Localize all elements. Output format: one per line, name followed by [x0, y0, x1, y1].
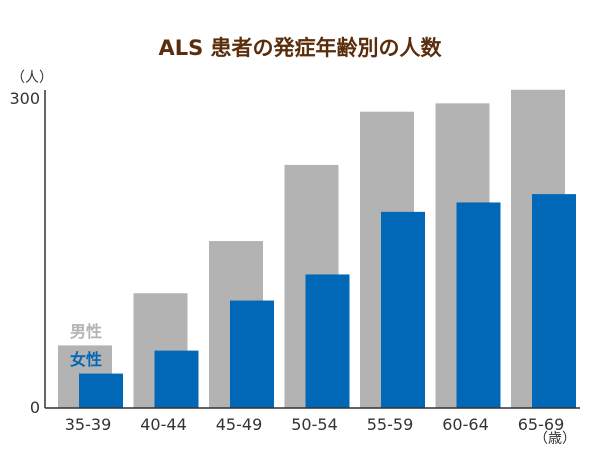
x-tick-label: 35-39: [65, 415, 112, 434]
legend-male: 男性: [70, 322, 102, 341]
bar-female-65-69: [532, 194, 576, 408]
x-axis-unit: （歳）: [534, 431, 576, 447]
x-tick-label: 50-54: [291, 415, 338, 434]
bar-female-45-49: [230, 300, 274, 408]
x-tick-label: 40-44: [140, 415, 187, 434]
bar-female-60-64: [456, 202, 501, 408]
legend-female: 女性: [70, 350, 102, 369]
chart-title: ALS 患者の発症年齢別の人数: [158, 36, 442, 60]
x-tick-label: 55-59: [367, 415, 414, 434]
bar-female-35-39: [79, 373, 123, 408]
x-tick-label: 65-69: [518, 415, 565, 434]
bar-female-40-44: [154, 350, 199, 408]
y-tick-max: 300: [9, 89, 40, 108]
x-tick-label: 60-64: [442, 415, 489, 434]
x-tick-labels: 35-39 40-44 45-49 50-54 55-59 60-64 65-69: [65, 415, 565, 434]
bars-group: [58, 89, 576, 409]
bar-female-50-54: [305, 274, 350, 408]
y-tick-zero: 0: [30, 398, 40, 417]
bar-female-55-59: [381, 211, 425, 408]
y-axis-unit: （人）: [11, 70, 53, 86]
x-tick-label: 45-49: [216, 415, 263, 434]
